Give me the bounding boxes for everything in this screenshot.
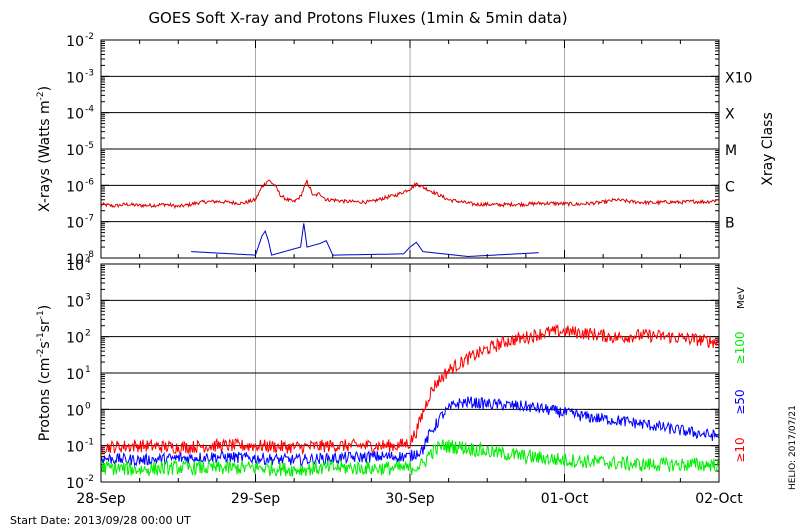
- y-tick-exponent: 0: [85, 401, 91, 411]
- series-line-xray-1: [191, 223, 539, 257]
- y-tick-exponent: 2: [85, 329, 91, 339]
- plot-frame: [100, 39, 720, 259]
- y-tick-exponent: -3: [85, 68, 94, 78]
- y-tick-exponent: -6: [85, 177, 94, 187]
- y-tick-label: 10: [66, 403, 84, 419]
- xray-panel: 10-810-710-610-510-410-310 -2BCMXX10Xray …: [36, 32, 776, 268]
- series-line-50: [100, 396, 720, 467]
- y-tick-label: 10: [66, 331, 84, 347]
- chart-title: GOES Soft X-ray and Protons Fluxes (1min…: [148, 9, 567, 27]
- xray-class-label: X10: [725, 70, 752, 86]
- x-tick-label: 02-Oct: [695, 491, 743, 507]
- y-tick-exponent: -8: [85, 250, 94, 260]
- y-tick-exponent: 4: [85, 256, 91, 266]
- y-tick-label: 10: [66, 216, 84, 232]
- y-tick-exponent: -1: [85, 438, 94, 448]
- y-tick-label: 10: [66, 107, 84, 123]
- y-tick-label: 10: [66, 294, 84, 310]
- y-tick-exponent: 3: [85, 292, 91, 302]
- xray-class-label: C: [725, 179, 735, 195]
- y-tick-label: 10: [66, 367, 84, 383]
- xray-class-axis-label: Xray Class: [760, 112, 776, 186]
- y-tick-label: 10: [66, 179, 84, 195]
- x-tick-label: 30-Sep: [385, 491, 434, 507]
- x-tick-label: 28-Sep: [76, 491, 125, 507]
- energy-label: ≥10: [733, 437, 747, 462]
- energy-unit-label: MeV: [736, 287, 747, 309]
- y-tick-exponent: -2: [85, 32, 94, 42]
- y-tick-label: 10: [66, 440, 84, 456]
- y-tick-exponent: -7: [85, 214, 94, 224]
- start-date-label: Start Date: 2013/09/28 00:00 UT: [10, 514, 191, 527]
- y-tick-label: 10: [66, 34, 84, 50]
- y-axis-title: Protons (cm-2s-1sr-1): [36, 305, 53, 441]
- y-tick-exponent: 1: [85, 365, 91, 375]
- energy-label: ≥100: [733, 332, 747, 365]
- xray-class-label: M: [725, 143, 737, 159]
- energy-label: ≥50: [733, 389, 747, 414]
- y-tick-label: 10: [66, 143, 84, 159]
- xray-class-label: X: [725, 107, 735, 123]
- y-axis-title: X-rays (Watts m-2): [36, 86, 53, 212]
- x-tick-label: 01-Oct: [541, 491, 589, 507]
- xray-class-label: B: [725, 216, 735, 232]
- series-line-10: [100, 323, 720, 455]
- y-tick-label: 10: [66, 476, 84, 492]
- y-tick-label: 10: [66, 258, 84, 274]
- y-tick-label: 10: [66, 252, 84, 268]
- y-tick-label: 10: [66, 70, 84, 86]
- x-tick-label: 29-Sep: [231, 491, 280, 507]
- plot-frame: [100, 263, 720, 483]
- y-tick-exponent: -4: [85, 105, 94, 115]
- y-tick-exponent: -5: [85, 141, 94, 151]
- series-line-xray-0: [100, 179, 720, 210]
- series-line-100: [100, 439, 720, 477]
- y-tick-exponent: -2: [85, 474, 94, 484]
- credit-label: HELIO: 2017/07/21: [788, 405, 798, 490]
